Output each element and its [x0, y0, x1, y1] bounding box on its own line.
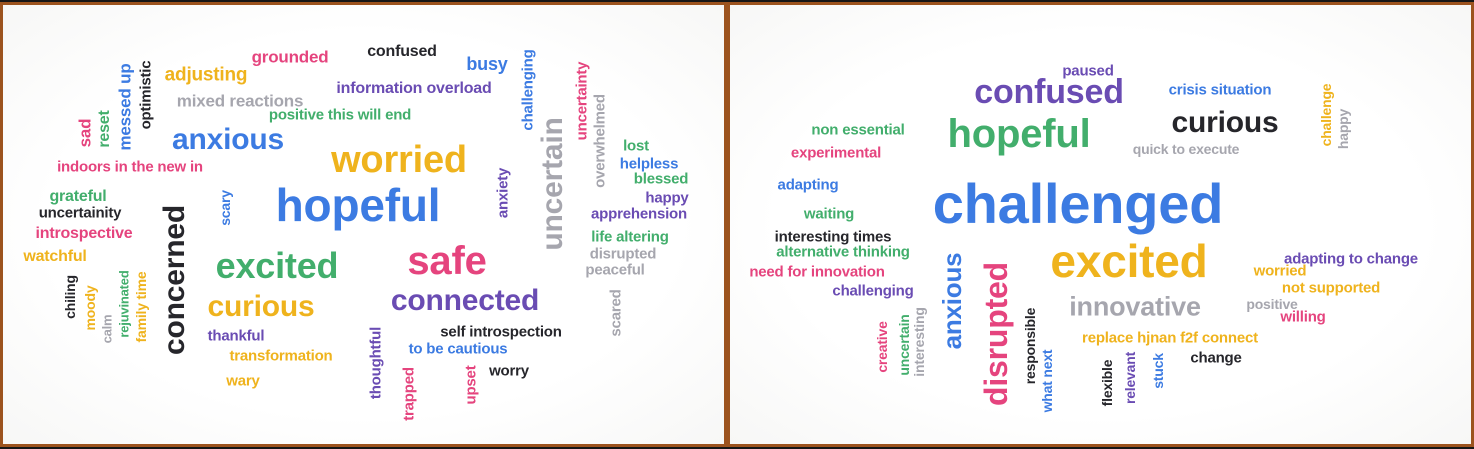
- left-word-cloud-panel: sad reset messed up optimistic adjusting grou…: [0, 2, 727, 447]
- word-responsible: responsible: [1022, 307, 1038, 385]
- word-moody: moody: [82, 285, 98, 331]
- word-helpless: helpless: [619, 155, 679, 173]
- word-adjusting: adjusting: [164, 64, 248, 86]
- word-what-next: what next: [1039, 349, 1055, 413]
- word-replace-hjnan-f2f-connect: replace hjnan f2f connect: [1082, 329, 1258, 347]
- word-excited: excited: [215, 245, 339, 286]
- word-happy: happy: [645, 189, 689, 207]
- word-watchful: watchful: [23, 248, 87, 265]
- word-positive: positive: [1246, 296, 1298, 312]
- word-happy: happy: [1335, 108, 1351, 150]
- word-transformation: transformation: [229, 347, 333, 365]
- word-scared: scared: [607, 289, 625, 337]
- word-flexible: flexible: [1099, 359, 1115, 407]
- word-crisis-situation: crisis situation: [1168, 81, 1272, 99]
- word-upset: upset: [462, 365, 480, 405]
- word-scary: scary: [217, 190, 233, 226]
- word-lost: lost: [623, 137, 649, 155]
- word-busy: busy: [466, 54, 508, 74]
- word-chiling: chiling: [62, 275, 78, 319]
- word-safe: safe: [407, 239, 487, 283]
- word-apprehension: apprehension: [591, 205, 687, 223]
- word-challenging: challenging: [519, 49, 537, 131]
- word-grounded: grounded: [251, 47, 329, 67]
- word-adapting: adapting: [777, 176, 839, 194]
- word-stuck: stuck: [1150, 353, 1166, 389]
- word-uncertain: uncertain: [536, 117, 569, 251]
- word-challenged: challenged: [932, 172, 1224, 235]
- word-messed-up: messed up: [115, 63, 135, 151]
- word-life-altering: life altering: [591, 228, 669, 246]
- word-worried: worried: [331, 139, 467, 181]
- word-creative: creative: [874, 321, 890, 373]
- word-rejuvinated: rejuvinated: [116, 270, 132, 338]
- word-wary: wary: [226, 372, 260, 390]
- word-worried: worried: [1253, 262, 1307, 280]
- word-quick-to-execute: quick to execute: [1132, 141, 1240, 157]
- word-curious: curious: [207, 290, 315, 323]
- word-introspective: introspective: [35, 225, 133, 242]
- word-self-introspection: self introspection: [440, 323, 562, 341]
- word-disrupted: disrupted: [978, 262, 1014, 406]
- word-mixed-reactions: mixed reactions: [176, 91, 304, 111]
- word-grateful: grateful: [49, 188, 107, 205]
- word-anxious: anxious: [937, 252, 967, 350]
- word-thankful: thankful: [207, 327, 265, 345]
- word-curious: curious: [1171, 106, 1279, 139]
- word-waiting: waiting: [803, 205, 855, 223]
- word-interesting: interesting: [911, 307, 927, 377]
- word-non-essential: non essential: [811, 121, 905, 139]
- word-family-time: family time: [133, 271, 149, 343]
- word-concerned: concerned: [158, 205, 191, 355]
- word-interesting-times: interesting times: [774, 228, 892, 246]
- word-paused: paused: [1062, 62, 1114, 80]
- word-innovative: innovative: [1069, 291, 1201, 322]
- word-calm: calm: [99, 314, 115, 344]
- word-willing: willing: [1280, 308, 1326, 326]
- word-hopeful: hopeful: [275, 179, 441, 231]
- word-uncertainity: uncertainity: [38, 204, 122, 222]
- word-experimental: experimental: [790, 144, 882, 162]
- word-challenging: challenging: [832, 282, 914, 300]
- word-need-for-innovation: need for innovation: [749, 263, 885, 281]
- word-uncertainty: uncertainty: [573, 61, 591, 141]
- word-anxiety: anxiety: [494, 167, 512, 219]
- word-thoughtful: thoughtful: [367, 326, 385, 400]
- word-indoors-in-the-new-in: indoors in the new in: [57, 158, 203, 176]
- word-trapped: trapped: [400, 367, 418, 421]
- word-adapting-to-change: adapting to change: [1284, 250, 1418, 268]
- word-hopeful: hopeful: [947, 112, 1091, 156]
- word-blessed: blessed: [633, 170, 689, 188]
- word-connected: connected: [390, 284, 540, 317]
- word-disrupted: disrupted: [589, 245, 657, 263]
- word-relevant: relevant: [1122, 351, 1138, 405]
- word-excited: excited: [1050, 235, 1208, 287]
- word-overwhelmed: overwhelmed: [591, 94, 609, 188]
- word-to-be-cautious: to be cautious: [408, 340, 508, 358]
- word-reset: reset: [96, 110, 113, 148]
- word-not-supported: not supported: [1281, 279, 1381, 297]
- word-alternative-thinking: alternative thinking: [776, 243, 910, 261]
- word-confused: confused: [974, 73, 1124, 111]
- word-uncertain: uncertain: [896, 314, 912, 376]
- word-positive-this-will-end: positive this will end: [268, 106, 412, 124]
- word-sad: sad: [75, 118, 95, 148]
- word-confused: confused: [367, 43, 437, 60]
- right-word-cloud-panel: paused confused crisis situation curious qui…: [727, 2, 1474, 447]
- word-worry: worry: [489, 362, 529, 380]
- word-information-overload: information overload: [336, 80, 492, 97]
- word-anxious: anxious: [172, 123, 284, 156]
- word-challenge: challenge: [1318, 83, 1334, 147]
- word-change: change: [1190, 349, 1242, 367]
- word-optimistic: optimistic: [137, 60, 155, 130]
- word-peaceful: peaceful: [585, 261, 645, 279]
